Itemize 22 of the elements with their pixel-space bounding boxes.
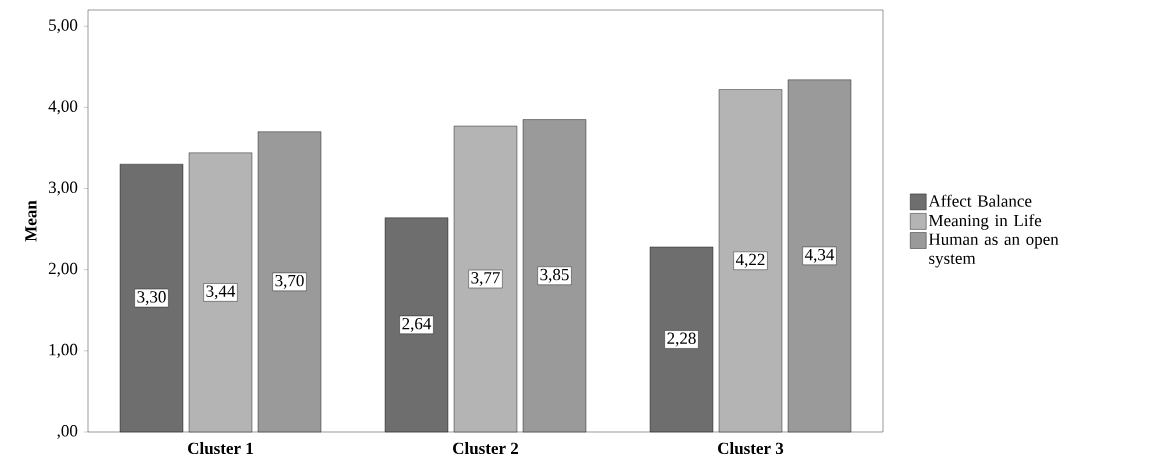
y-axis-title: Mean [25, 200, 37, 242]
data-label: 2,28 [667, 332, 696, 347]
x-tick-label: Cluster 1 [188, 442, 253, 455]
data-label: 3,30 [137, 291, 166, 306]
data-label: 3,44 [206, 285, 236, 300]
data-label: 3,85 [540, 268, 569, 283]
data-label: 2,64 [402, 317, 432, 332]
y-tick-label: 4,00 [48, 100, 78, 115]
y-tick-label: ,00 [57, 425, 78, 439]
data-label: 3,70 [275, 274, 304, 289]
legend-label: Human as an open system [928, 233, 1059, 268]
x-tick-label: Cluster 2 [453, 442, 519, 455]
data-label: 4,34 [804, 248, 835, 263]
data-label: 4,22 [735, 253, 765, 268]
y-tick-label: 5,00 [49, 19, 78, 34]
y-tick-label: 3,00 [48, 181, 78, 196]
y-tick-label: 1,00 [49, 343, 78, 358]
data-label: 3,77 [471, 272, 500, 286]
y-tick-label: 2,00 [48, 262, 78, 277]
legend-label: Meaning in Life [928, 214, 1042, 230]
legend-label: Affect Balance [928, 194, 1032, 207]
x-tick-label: Cluster 3 [718, 442, 784, 455]
